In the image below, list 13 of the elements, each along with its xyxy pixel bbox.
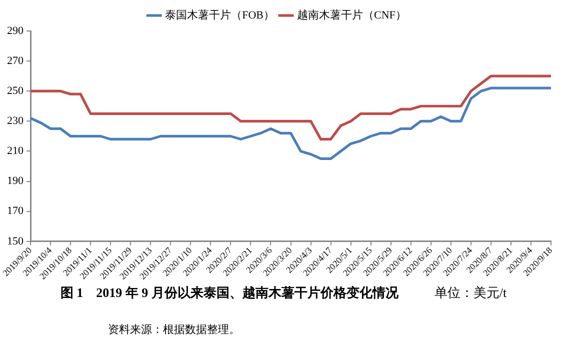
y-tick-label: 290: [7, 24, 24, 37]
y-tick-label: 150: [7, 235, 24, 248]
legend-label: 越南木薯干片（CNF）: [297, 8, 406, 22]
text: 单位：美元/t: [434, 285, 507, 300]
y-tick-label: 270: [7, 54, 24, 67]
text: 图 1 2019 年 9 月份以来泰国、越南木薯干片价格变化情况: [60, 285, 398, 300]
y-tick-label: 250: [7, 84, 24, 97]
legend-label: 泰国木薯干片（FOB）: [165, 8, 275, 22]
y-tick-label: 170: [7, 205, 24, 218]
y-tick-label: 230: [7, 115, 24, 128]
text: 资料来源：根据数据整理。: [108, 323, 240, 337]
y-tick-label: 210: [7, 145, 24, 158]
y-tick-label: 190: [7, 175, 24, 188]
